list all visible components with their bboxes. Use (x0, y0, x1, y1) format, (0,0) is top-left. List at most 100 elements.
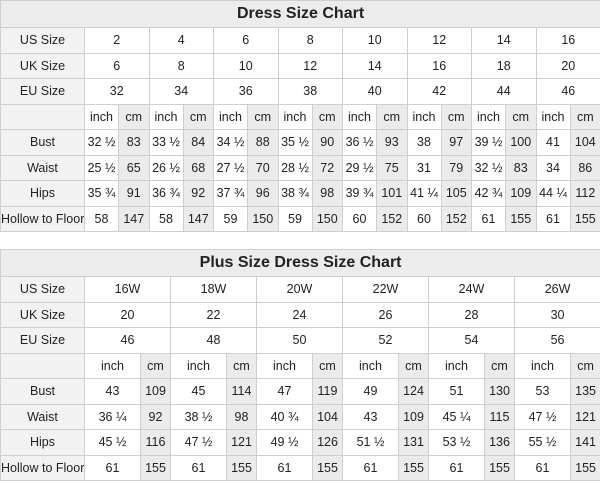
measure-cell: 31 (406, 154, 442, 181)
size-cell: 32 (84, 78, 150, 105)
size-cell: 40 (342, 78, 408, 105)
measure-cell: 34 ½ (213, 129, 248, 156)
size-cell: 10 (342, 27, 408, 54)
measure-cell: 116 (140, 429, 171, 456)
row-label: EU Size (0, 78, 85, 105)
unit-header: cm (569, 103, 600, 130)
unit-header: inch (406, 103, 442, 130)
measure-cell: 105 (440, 180, 472, 207)
measure-cell: 41 (535, 129, 571, 156)
size-cell: 20 (535, 52, 600, 79)
measure-cell: 124 (398, 378, 429, 405)
unit-header: cm (118, 103, 150, 130)
measure-cell: 33 ½ (148, 129, 184, 156)
measure-cell: 68 (182, 154, 214, 181)
unit-header: cm (505, 103, 537, 130)
measure-cell: 155 (226, 454, 257, 481)
unit-header: inch (535, 103, 571, 130)
size-row: US Size 16W 18W 20W 22W 24W 26W (0, 276, 600, 303)
measure-cell: 41 ¼ (406, 180, 442, 207)
measure-cell: 60 (342, 205, 377, 232)
size-cell: 30 (513, 301, 600, 328)
measure-cell: 90 (311, 129, 343, 156)
measure-cell: 136 (484, 429, 515, 456)
measure-row: Hollow to Floor 58 147 58 147 59 150 59 150 60 152… (0, 205, 600, 232)
measure-cell: 27 ½ (213, 154, 248, 181)
size-cell: 6 (84, 52, 150, 79)
row-label: Hollow to Floor (0, 205, 85, 232)
size-cell: 24 (256, 301, 343, 328)
unit-header: inch (277, 103, 313, 130)
measure-cell: 135 (569, 378, 600, 405)
measure-cell: 91 (118, 180, 150, 207)
row-label: UK Size (0, 52, 85, 79)
measure-cell: 47 ½ (514, 403, 571, 430)
size-cell: 14 (471, 27, 537, 54)
dress-size-table: Dress Size Chart US Size 2 4 6 8 10 12 14 16 UK Si… (0, 0, 600, 232)
unit-header: inch (213, 103, 248, 130)
measure-cell: 104 (312, 403, 343, 430)
measure-cell: 93 (376, 129, 408, 156)
row-label: Bust (0, 378, 85, 405)
measure-cell: 121 (569, 403, 600, 430)
row-label: Waist (0, 403, 85, 430)
measure-cell: 51 ½ (342, 429, 399, 456)
measure-cell: 92 (182, 180, 214, 207)
size-cell: 26 (342, 301, 429, 328)
measure-cell: 49 (342, 378, 399, 405)
measure-cell: 26 ½ (148, 154, 184, 181)
size-cell: 2 (84, 27, 150, 54)
measure-cell: 43 (342, 403, 399, 430)
measure-cell: 112 (569, 180, 600, 207)
measure-row: Hips 45 ½ 116 47 ½ 121 49 ½ 126 51 ½ 131 53 ½ 136 5… (0, 429, 600, 456)
measure-cell: 126 (312, 429, 343, 456)
measure-cell: 155 (140, 454, 171, 481)
measure-cell: 39 ½ (471, 129, 506, 156)
size-cell: 42 (406, 78, 472, 105)
unit-header: inch (148, 103, 184, 130)
measure-cell: 38 ¾ (277, 180, 313, 207)
empty-cell (0, 352, 85, 379)
measure-cell: 55 ½ (514, 429, 571, 456)
size-cell: 22 (170, 301, 257, 328)
measure-cell: 61 (471, 205, 506, 232)
row-label: US Size (0, 27, 85, 54)
measure-cell: 51 (428, 378, 485, 405)
size-row: EU Size 46 48 50 52 54 56 (0, 327, 600, 354)
measure-cell: 100 (505, 129, 537, 156)
measure-cell: 47 (256, 378, 313, 405)
size-cell: 50 (256, 327, 343, 354)
measure-cell: 92 (140, 403, 171, 430)
row-label: Hips (0, 180, 85, 207)
measure-cell: 44 ¼ (535, 180, 571, 207)
measure-cell: 32 ½ (471, 154, 506, 181)
size-cell: 20W (256, 276, 343, 303)
size-cell: 6 (213, 27, 279, 54)
measure-cell: 130 (484, 378, 515, 405)
measure-cell: 40 ¾ (256, 403, 313, 430)
measure-cell: 79 (440, 154, 472, 181)
size-cell: 34 (148, 78, 214, 105)
measure-cell: 96 (247, 180, 279, 207)
measure-cell: 53 (514, 378, 571, 405)
size-cell: 18W (170, 276, 257, 303)
row-label: Hollow to Floor (0, 454, 85, 481)
measure-cell: 72 (311, 154, 343, 181)
size-cell: 20 (84, 301, 171, 328)
measure-cell: 45 (170, 378, 227, 405)
unit-header: cm (311, 103, 343, 130)
row-label: Waist (0, 154, 85, 181)
measure-cell: 147 (182, 205, 214, 232)
measure-cell: 43 (84, 378, 141, 405)
measure-cell: 60 (406, 205, 442, 232)
size-cell: 8 (277, 27, 343, 54)
measure-row: Waist 36 ¼ 92 38 ½ 98 40 ¾ 104 43 109 45 ¼ 115 47 ½… (0, 403, 600, 430)
size-cell: 22W (342, 276, 429, 303)
size-cell: 12 (277, 52, 343, 79)
measure-cell: 131 (398, 429, 429, 456)
measure-cell: 147 (118, 205, 150, 232)
measure-cell: 97 (440, 129, 472, 156)
measure-cell: 83 (118, 129, 150, 156)
measure-cell: 83 (505, 154, 537, 181)
